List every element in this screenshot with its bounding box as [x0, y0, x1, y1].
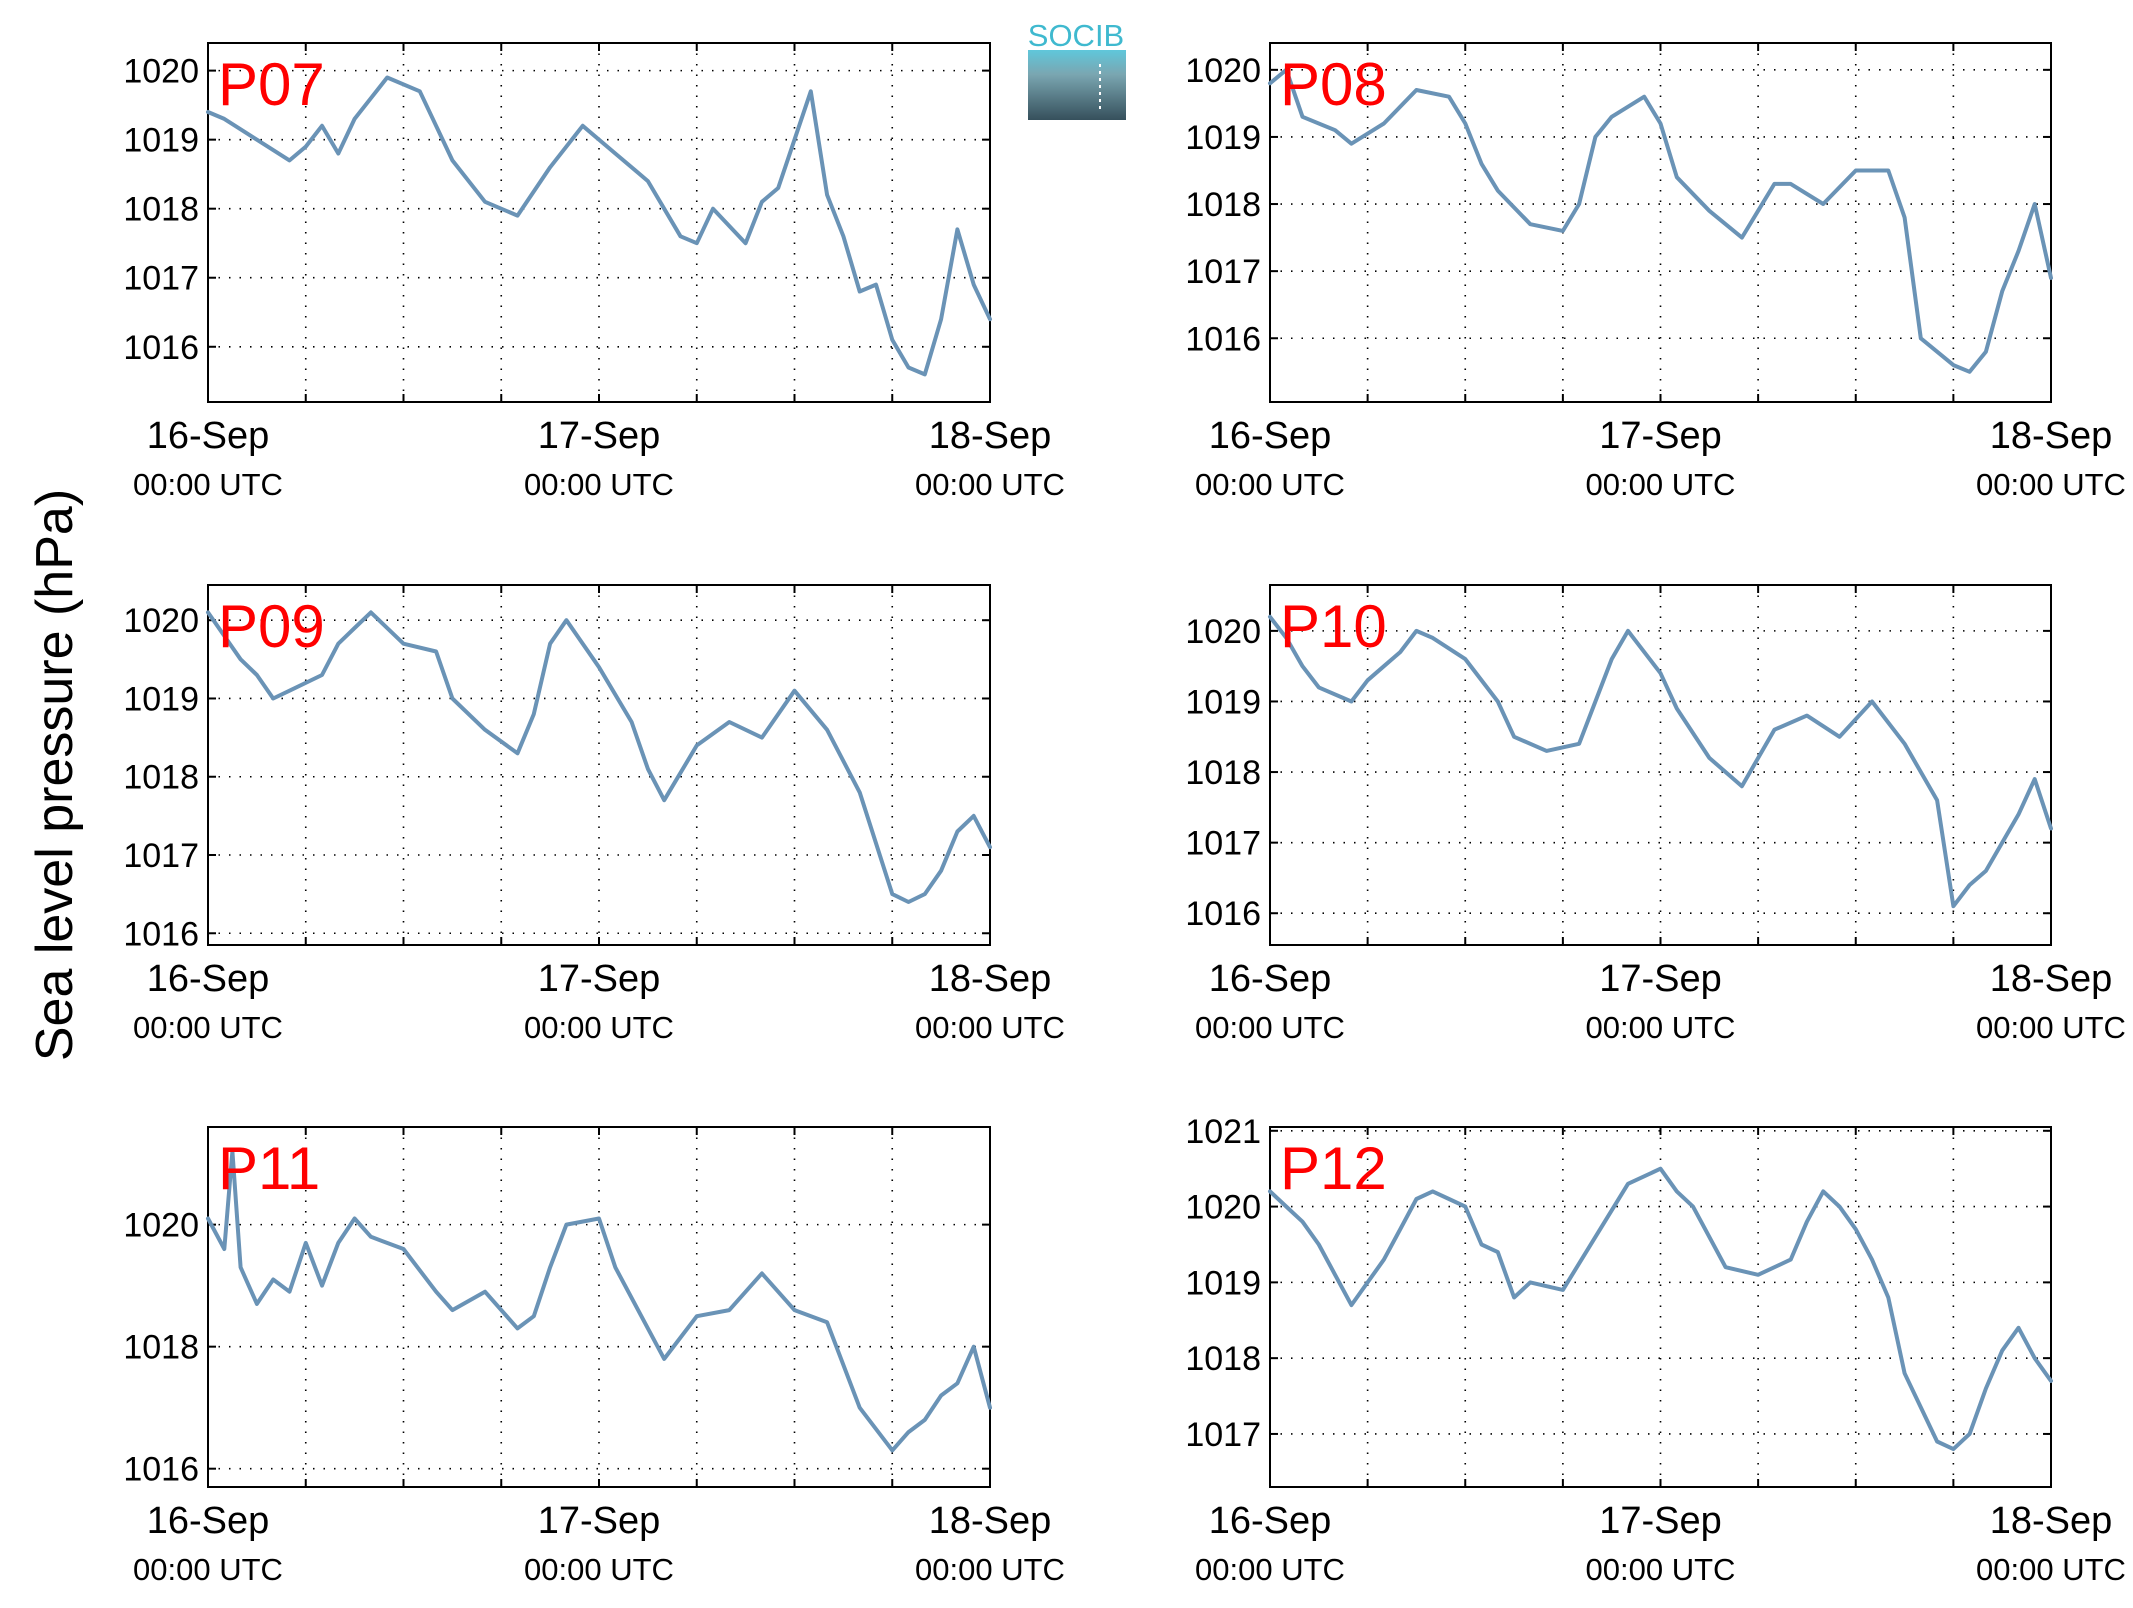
x-tick-date-label: 17-Sep: [538, 1500, 661, 1542]
logo-text: SOCIB: [1028, 18, 1124, 53]
x-tick-time-label: 00:00 UTC: [1586, 1010, 1736, 1045]
panel-title: P12: [1280, 1135, 1387, 1202]
y-tick-label: 1019: [1185, 1264, 1261, 1302]
series-line: [206, 610, 992, 904]
y-tick-label: 1020: [1185, 1189, 1261, 1227]
x-tick-time-label: 00:00 UTC: [133, 467, 283, 502]
y-tick-label: 1018: [123, 1329, 199, 1367]
y-tick-label: 1018: [1185, 754, 1261, 792]
y-tick-label: 1020: [1185, 52, 1261, 90]
y-tick-label: 1016: [123, 329, 199, 367]
x-tick-date-label: 16-Sep: [147, 1500, 270, 1542]
logo-block: [1028, 50, 1126, 120]
x-tick-date-label: 17-Sep: [538, 958, 661, 1000]
x-tick-date-label: 17-Sep: [1599, 958, 1722, 1000]
x-tick-date-label: 16-Sep: [1209, 1500, 1332, 1542]
x-tick-time-label: 00:00 UTC: [524, 1010, 674, 1045]
x-tick-time-label: 00:00 UTC: [1195, 467, 1345, 502]
x-tick-time-label: 00:00 UTC: [524, 467, 674, 502]
panel-title: P11: [218, 1135, 320, 1202]
panel-p11: 1016 1018 1020 16-Sep 00:00 UTC 17-Sep 00:00 U…: [123, 1126, 1065, 1587]
y-tick-label: 1016: [123, 1451, 199, 1489]
x-tick-time-label: 00:00 UTC: [1976, 1010, 2126, 1045]
x-tick-time-label: 00:00 UTC: [133, 1552, 283, 1587]
panel-title: P09: [218, 593, 325, 660]
x-tick-time-label: 00:00 UTC: [1976, 467, 2126, 502]
panel-title: P08: [1280, 51, 1387, 118]
panel-p09: 1016 1017 1018 1019 1020 16-Sep 00:00 UTC 17-Se…: [123, 584, 1065, 1045]
y-tick-label: 1019: [1185, 119, 1261, 157]
y-tick-label: 1020: [123, 1207, 199, 1245]
x-tick-date-label: 18-Sep: [1990, 415, 2113, 457]
x-tick-date-label: 17-Sep: [1599, 415, 1722, 457]
series-line: [1268, 67, 2053, 374]
x-tick-date-label: 18-Sep: [1990, 958, 2113, 1000]
x-tick-time-label: 00:00 UTC: [1586, 467, 1736, 502]
series-line: [206, 75, 992, 377]
x-tick-time-label: 00:00 UTC: [915, 1010, 1065, 1045]
panel-p07: 1016 1017 1018 1019 1020 16-Sep 00:00 UTC 17-Se…: [123, 42, 1065, 502]
x-tick-date-label: 17-Sep: [538, 415, 661, 457]
x-tick-date-label: 18-Sep: [929, 415, 1052, 457]
y-tick-label: 1020: [123, 602, 199, 640]
y-tick-label: 1017: [1185, 1416, 1261, 1454]
x-tick-date-label: 16-Sep: [147, 415, 270, 457]
x-tick-time-label: 00:00 UTC: [1195, 1552, 1345, 1587]
x-tick-date-label: 18-Sep: [929, 958, 1052, 1000]
y-tick-label: 1021: [1185, 1113, 1261, 1151]
y-tick-label: 1019: [1185, 683, 1261, 721]
panel-p08: 1016 1017 1018 1019 1020 16-Sep 00:00 UTC 17-Se…: [1185, 42, 2126, 502]
socib-logo: SOCIB: [1028, 18, 1126, 120]
y-tick-label: 1017: [123, 260, 199, 298]
x-tick-date-label: 18-Sep: [1990, 1500, 2113, 1542]
x-tick-date-label: 16-Sep: [147, 958, 270, 1000]
series-line: [1268, 1166, 2053, 1452]
y-tick-label: 1016: [123, 915, 199, 953]
x-tick-time-label: 00:00 UTC: [133, 1010, 283, 1045]
y-tick-label: 1017: [1185, 825, 1261, 863]
panel-title: P07: [218, 51, 325, 118]
series-line: [1268, 614, 2053, 909]
x-tick-time-label: 00:00 UTC: [524, 1552, 674, 1587]
y-tick-label: 1020: [1185, 613, 1261, 651]
y-tick-label: 1016: [1185, 895, 1261, 933]
y-tick-label: 1019: [123, 680, 199, 718]
y-axis-label: Sea level pressure (hPa): [26, 489, 84, 1061]
y-tick-label: 1019: [123, 122, 199, 160]
x-tick-date-label: 16-Sep: [1209, 958, 1332, 1000]
y-tick-label: 1018: [123, 191, 199, 229]
x-tick-date-label: 18-Sep: [929, 1500, 1052, 1542]
x-tick-time-label: 00:00 UTC: [915, 467, 1065, 502]
x-tick-date-label: 17-Sep: [1599, 1500, 1722, 1542]
y-tick-label: 1018: [123, 759, 199, 797]
y-tick-label: 1018: [1185, 186, 1261, 224]
x-tick-time-label: 00:00 UTC: [915, 1552, 1065, 1587]
y-tick-label: 1017: [123, 837, 199, 875]
panels: 1016 1017 1018 1019 1020 16-Sep 00:00 UTC 17-Se…: [123, 42, 2126, 1587]
y-tick-label: 1017: [1185, 253, 1261, 291]
y-tick-label: 1016: [1185, 320, 1261, 358]
x-tick-date-label: 16-Sep: [1209, 415, 1332, 457]
x-tick-time-label: 00:00 UTC: [1976, 1552, 2126, 1587]
y-tick-label: 1018: [1185, 1340, 1261, 1378]
y-tick-label: 1020: [123, 53, 199, 91]
series-line: [206, 1149, 992, 1453]
x-tick-time-label: 00:00 UTC: [1195, 1010, 1345, 1045]
panel-title: P10: [1280, 593, 1387, 660]
panel-p12: 1017 1018 1019 1020 1021 16-Sep 00:00 UTC 17-Se…: [1185, 1113, 2126, 1587]
x-tick-time-label: 00:00 UTC: [1586, 1552, 1736, 1587]
panel-p10: 1016 1017 1018 1019 1020 16-Sep 00:00 UTC 17-Se…: [1185, 584, 2126, 1045]
